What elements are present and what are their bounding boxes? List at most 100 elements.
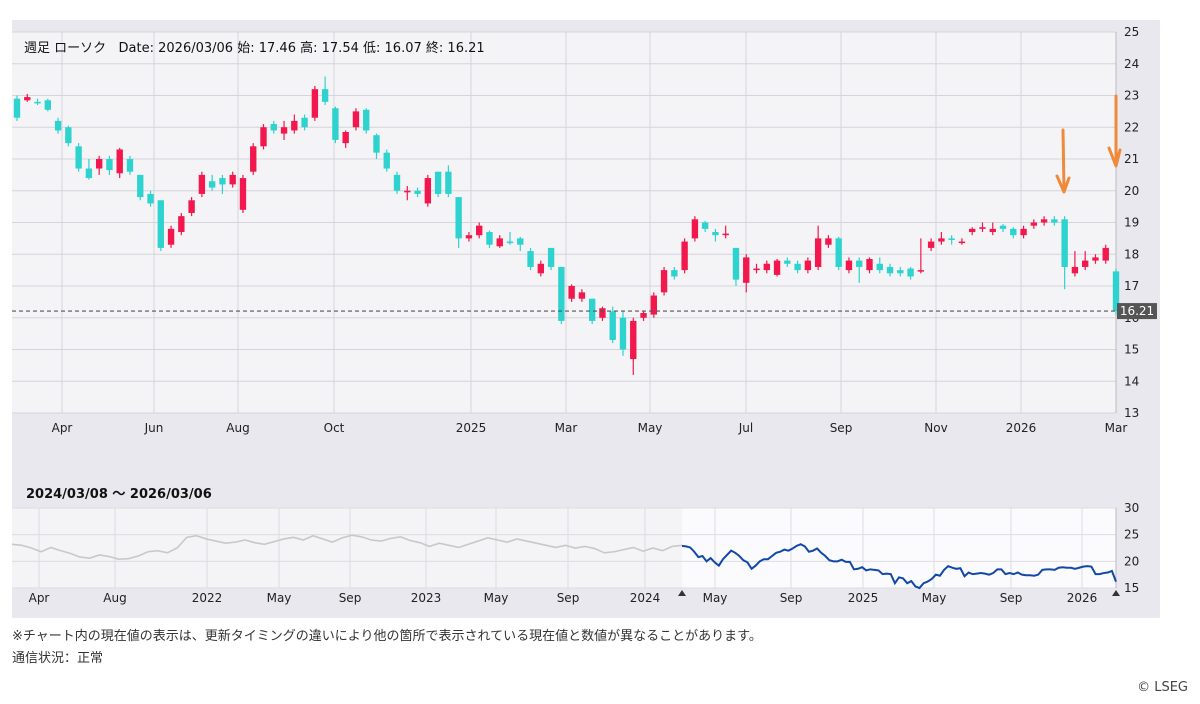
candle-body — [126, 159, 134, 172]
candle-body — [424, 178, 432, 204]
candle-body — [65, 127, 72, 144]
navigator-x-tick-label: 2025 — [848, 591, 879, 605]
candle-body — [270, 124, 277, 131]
navigator-x-tick-label: 2022 — [192, 591, 223, 605]
candle-body — [157, 200, 164, 248]
candle-body — [938, 238, 945, 242]
candle-body — [393, 174, 401, 191]
candle-body — [804, 260, 812, 271]
candle-body — [311, 89, 319, 118]
candle-body — [927, 241, 935, 248]
candle-body — [116, 149, 123, 174]
navigator-x-tick-label: Sep — [557, 591, 580, 605]
candle-body — [404, 190, 411, 193]
candle-body — [465, 235, 473, 239]
x-tick-label: Jul — [738, 421, 753, 435]
y-tick-label: 23 — [1124, 89, 1139, 103]
candle-body — [825, 238, 832, 245]
candle-body — [1071, 266, 1079, 274]
navigator-y-tick-label: 25 — [1124, 528, 1139, 542]
candle-body — [547, 247, 555, 267]
close-value: 16.21 — [447, 41, 485, 56]
navigator-y-tick-label: 15 — [1124, 581, 1139, 595]
candle-body — [34, 101, 41, 104]
candle-body — [352, 111, 360, 128]
candle-body — [681, 241, 688, 271]
candle-body — [1082, 260, 1089, 267]
candle-body — [558, 266, 565, 321]
x-tick-label: Apr — [52, 421, 73, 435]
navigator-x-tick-label: 2026 — [1067, 591, 1098, 605]
candle-body — [886, 266, 894, 274]
candle-body — [506, 241, 514, 244]
y-tick-label: 21 — [1124, 152, 1139, 166]
y-tick-label: 18 — [1124, 247, 1139, 261]
navigator-selected-line — [681, 543, 1117, 590]
candle-body — [856, 260, 863, 267]
candle-body — [897, 270, 904, 274]
chart-panel: 13141516171819202122232425AprJunAugOct20… — [12, 20, 1160, 618]
candle-body — [794, 263, 801, 271]
navigator-range-label: 2024/03/08 〜 2026/03/06 — [26, 487, 212, 502]
candle-body — [835, 238, 842, 267]
lseg-credit: © LSEG — [1137, 680, 1188, 695]
annotation-arrow-2 — [1107, 94, 1122, 168]
candle-body — [630, 320, 637, 360]
navigator-y-tick-label: 20 — [1124, 554, 1139, 568]
open-label: 始: — [237, 41, 255, 56]
candle-body — [301, 117, 308, 128]
candle-body — [188, 200, 195, 213]
candle-body — [650, 295, 657, 315]
candle-body — [969, 228, 976, 233]
candle-body — [1102, 247, 1109, 261]
high-label: 高: — [300, 41, 318, 56]
main-candlestick-chart[interactable]: 13141516171819202122232425AprJunAugOct20… — [12, 20, 1160, 460]
candle-body — [137, 174, 144, 198]
y-tick-label: 15 — [1124, 343, 1139, 357]
candle-body — [743, 257, 750, 283]
candle-body — [979, 227, 986, 229]
current-value-tag — [1117, 303, 1157, 320]
navigator-y-tick-label: 30 — [1124, 501, 1139, 515]
y-tick-label: 25 — [1124, 25, 1139, 39]
ohlc-readout: 週足 ローソク Date: 2026/03/06 始: 17.46 高: 17.… — [24, 37, 485, 56]
candle-body — [537, 263, 545, 274]
x-tick-label: 2026 — [1006, 421, 1037, 435]
candle-body — [75, 146, 82, 169]
candle-body — [383, 152, 390, 169]
candle-body — [691, 219, 699, 239]
candle-body — [660, 270, 668, 293]
y-tick-label: 13 — [1124, 406, 1139, 420]
candle-body — [1040, 219, 1048, 223]
x-tick-label: May — [638, 421, 663, 435]
y-tick-label: 24 — [1124, 57, 1139, 71]
y-tick-label: 20 — [1124, 184, 1139, 198]
candle-body — [958, 241, 966, 244]
candle-body — [753, 268, 760, 271]
candle-body — [85, 168, 93, 179]
navigator-x-tick-label: Apr — [29, 591, 50, 605]
candle-body — [1061, 219, 1068, 267]
candle-body — [876, 263, 883, 271]
candle-body — [609, 311, 616, 340]
candle-body — [321, 89, 329, 102]
candle-body — [106, 159, 113, 171]
candle-body — [239, 178, 247, 210]
candle-body — [989, 228, 996, 233]
navigator-x-tick-label: Sep — [339, 591, 362, 605]
x-tick-label: Jun — [144, 421, 164, 435]
disclaimer-note: ※チャート内の現在値の表示は、更新タイミングの違いにより他の箇所で表示されている… — [12, 629, 762, 644]
candle-body — [866, 259, 873, 271]
candle-body — [250, 146, 257, 172]
candle-body — [845, 260, 853, 271]
y-tick-label: 19 — [1124, 216, 1139, 230]
candle-body — [13, 98, 21, 118]
candle-body — [732, 247, 740, 280]
navigator-left-handle — [678, 590, 686, 596]
navigator-x-tick-label: May — [703, 591, 728, 605]
notes: ※チャート内の現在値の表示は、更新タイミングの違いにより他の箇所で表示されている… — [12, 626, 762, 670]
candle-body — [95, 159, 103, 169]
candle-body — [280, 127, 288, 134]
candle-body — [814, 238, 822, 267]
